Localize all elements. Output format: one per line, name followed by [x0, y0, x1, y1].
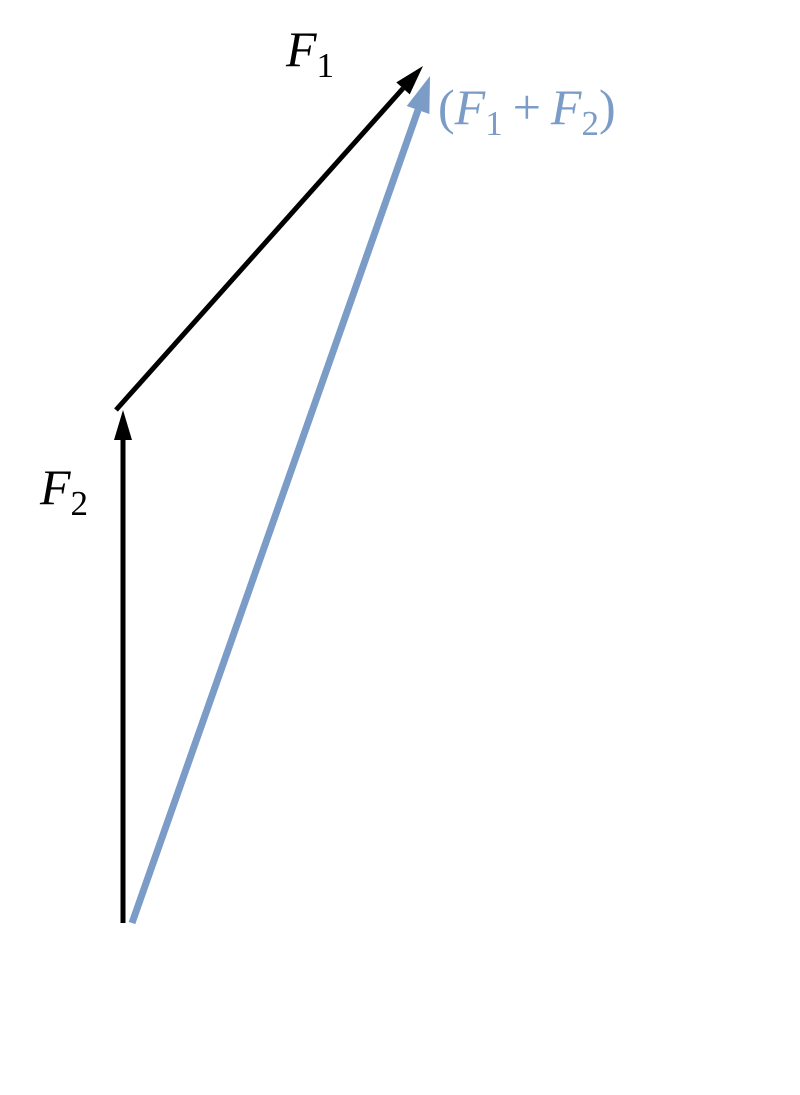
vector-f1-shaft [116, 88, 403, 410]
label-sum-plus: + [503, 79, 551, 135]
label-sum-open-paren: ( [438, 79, 455, 135]
label-f1-sub: 1 [317, 46, 335, 85]
label-f1-main: F [286, 21, 317, 77]
label-f1: F1 [286, 20, 334, 86]
label-f2-main: F [40, 459, 71, 515]
label-sum-part1-sub: 1 [485, 104, 503, 143]
label-f2: F2 [40, 458, 88, 524]
label-f2-sub: 2 [71, 484, 89, 523]
label-sum: (F1+F2) [438, 78, 616, 144]
label-sum-part2-sub: 2 [581, 104, 599, 143]
vector-canvas [0, 0, 800, 1095]
label-sum-part1-main: F [455, 79, 486, 135]
label-sum-close-paren: ) [599, 79, 616, 135]
label-sum-part2-main: F [551, 79, 582, 135]
vector-f2-arrowhead [114, 410, 132, 440]
